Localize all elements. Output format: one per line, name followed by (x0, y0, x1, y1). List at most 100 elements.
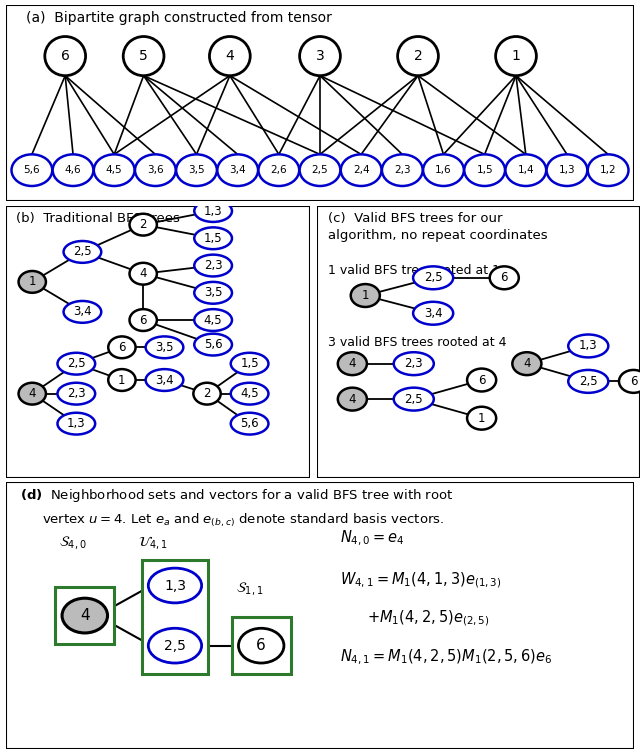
Ellipse shape (195, 282, 232, 303)
Text: (a)  Bipartite graph constructed from tensor: (a) Bipartite graph constructed from ten… (26, 11, 332, 25)
Ellipse shape (394, 352, 434, 375)
Text: 4: 4 (140, 267, 147, 280)
Ellipse shape (547, 154, 588, 186)
Text: 1,4: 1,4 (518, 165, 534, 175)
Text: 3,4: 3,4 (424, 306, 442, 320)
Ellipse shape (195, 334, 232, 355)
Ellipse shape (108, 369, 136, 391)
Text: 4,5: 4,5 (240, 387, 259, 400)
Ellipse shape (340, 154, 381, 186)
Text: 2,3: 2,3 (394, 165, 411, 175)
Ellipse shape (58, 352, 95, 374)
Text: 1,5: 1,5 (204, 232, 223, 245)
Text: 4: 4 (80, 608, 90, 623)
Text: $+ M_1(4,2,5)e_{(2,5)}$: $+ M_1(4,2,5)e_{(2,5)}$ (367, 609, 490, 629)
Ellipse shape (45, 37, 86, 76)
Ellipse shape (300, 154, 340, 186)
Text: $\mathbf{(d)}$  Neighborhood sets and vectors for a valid BFS tree with root: $\mathbf{(d)}$ Neighborhood sets and vec… (20, 487, 454, 504)
Text: (b)  Traditional BFS trees: (b) Traditional BFS trees (15, 212, 179, 225)
Text: 3,5: 3,5 (188, 165, 205, 175)
Ellipse shape (135, 154, 176, 186)
Text: 2,5: 2,5 (67, 357, 86, 370)
Ellipse shape (490, 267, 519, 289)
Text: 2,5: 2,5 (164, 639, 186, 653)
Ellipse shape (218, 154, 258, 186)
Text: 1 valid BFS tree rooted at 1: 1 valid BFS tree rooted at 1 (328, 264, 500, 277)
Text: 4: 4 (349, 392, 356, 406)
Ellipse shape (351, 284, 380, 307)
Ellipse shape (619, 370, 640, 393)
Ellipse shape (58, 413, 95, 434)
Text: $N_{4,1} = M_1(4,2,5)M_1(2,5,6)e_6$: $N_{4,1} = M_1(4,2,5)M_1(2,5,6)e_6$ (340, 648, 552, 666)
Text: 1: 1 (478, 412, 485, 425)
Ellipse shape (58, 383, 95, 404)
Ellipse shape (108, 337, 136, 358)
Text: 2,3: 2,3 (67, 387, 86, 400)
Text: 6: 6 (630, 375, 637, 388)
Text: 6: 6 (118, 341, 125, 354)
Text: vertex $u = 4$. Let $e_a$ and $e_{(b,c)}$ denote standard basis vectors.: vertex $u = 4$. Let $e_a$ and $e_{(b,c)}… (42, 512, 444, 529)
Ellipse shape (513, 352, 541, 375)
Text: 5,6: 5,6 (240, 417, 259, 430)
Text: 3,4: 3,4 (229, 165, 246, 175)
Text: 5,6: 5,6 (204, 338, 223, 351)
Text: 3,5: 3,5 (204, 286, 222, 299)
Ellipse shape (300, 37, 340, 76)
Text: 5,6: 5,6 (24, 165, 40, 175)
Text: 4,6: 4,6 (65, 165, 81, 175)
Ellipse shape (148, 628, 202, 663)
Text: 1: 1 (29, 276, 36, 288)
Text: 3,6: 3,6 (147, 165, 164, 175)
Text: 3,5: 3,5 (156, 341, 173, 354)
Ellipse shape (12, 154, 52, 186)
FancyBboxPatch shape (6, 206, 310, 478)
Ellipse shape (146, 369, 183, 391)
Ellipse shape (338, 388, 367, 410)
Text: 1,5: 1,5 (476, 165, 493, 175)
Text: 1,6: 1,6 (435, 165, 452, 175)
Ellipse shape (464, 154, 505, 186)
Text: 6: 6 (500, 271, 508, 285)
Ellipse shape (146, 337, 183, 358)
Text: 1: 1 (511, 49, 520, 63)
Text: $\mathcal{U}_{4,1}$: $\mathcal{U}_{4,1}$ (138, 534, 168, 550)
Ellipse shape (382, 154, 422, 186)
Text: 5: 5 (140, 49, 148, 63)
Text: 2: 2 (140, 218, 147, 231)
Text: 6: 6 (478, 373, 485, 386)
Ellipse shape (63, 241, 101, 263)
Text: $N_{4,0} = e_4$: $N_{4,0} = e_4$ (340, 529, 404, 548)
Text: (c)  Valid BFS trees for our
algorithm, no repeat coordinates: (c) Valid BFS trees for our algorithm, n… (328, 212, 548, 242)
Text: 1,3: 1,3 (579, 340, 598, 352)
Ellipse shape (195, 200, 232, 222)
Ellipse shape (338, 352, 367, 375)
Ellipse shape (397, 37, 438, 76)
Text: 2,5: 2,5 (579, 375, 598, 388)
Ellipse shape (394, 388, 434, 410)
Text: 3,4: 3,4 (73, 306, 92, 319)
Text: 1: 1 (362, 289, 369, 302)
Text: 6: 6 (140, 313, 147, 327)
Text: 2,4: 2,4 (353, 165, 369, 175)
Text: 3 valid BFS trees rooted at 4: 3 valid BFS trees rooted at 4 (328, 337, 507, 349)
Ellipse shape (19, 271, 46, 293)
FancyBboxPatch shape (6, 482, 634, 749)
Text: 4,5: 4,5 (204, 313, 223, 327)
Text: 1,2: 1,2 (600, 165, 616, 175)
Ellipse shape (467, 368, 496, 392)
Ellipse shape (506, 154, 546, 186)
Ellipse shape (423, 154, 464, 186)
Ellipse shape (413, 302, 453, 325)
Text: 2,3: 2,3 (404, 357, 423, 370)
FancyBboxPatch shape (56, 587, 114, 644)
Text: 4: 4 (225, 49, 234, 63)
Ellipse shape (259, 154, 300, 186)
Text: 1,3: 1,3 (164, 578, 186, 593)
Ellipse shape (195, 255, 232, 276)
Text: 2: 2 (204, 387, 211, 400)
Ellipse shape (63, 301, 101, 323)
Ellipse shape (588, 154, 628, 186)
Ellipse shape (193, 383, 221, 404)
Text: 4: 4 (349, 357, 356, 370)
Ellipse shape (231, 413, 268, 434)
